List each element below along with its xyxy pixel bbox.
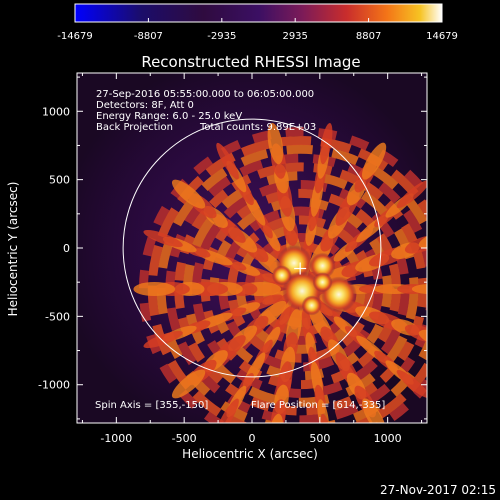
x-tick-label: 500 bbox=[309, 432, 330, 445]
x-tick-label: 0 bbox=[249, 432, 256, 445]
sidelobe-mark bbox=[396, 369, 427, 398]
sidelobe-mark bbox=[133, 282, 176, 297]
sidelobe-mark bbox=[267, 122, 284, 165]
detectors-label: Detectors: 8F, Att 0 bbox=[96, 100, 194, 111]
method-label: Back Projection bbox=[96, 122, 173, 133]
image-content bbox=[122, 118, 427, 423]
source-blob-7 bbox=[312, 272, 333, 293]
sidelobe-mark bbox=[171, 369, 206, 399]
energy-range-label: Energy Range: 6.0 - 25.0 keV bbox=[96, 111, 242, 122]
colorbar-labels: -14679 -8807 -2935 2935 8807 14679 bbox=[57, 31, 458, 42]
x-axis-label: Heliocentric X (arcsec) bbox=[182, 447, 318, 461]
total-counts-label: Total counts: 9.89E+03 bbox=[199, 122, 316, 133]
spin-axis-label: Spin Axis = [355,-150] bbox=[95, 400, 208, 411]
solar-disk-outline bbox=[122, 118, 382, 378]
sidelobe-mark bbox=[362, 142, 387, 180]
colorbar-tick-label: -2935 bbox=[207, 31, 236, 42]
sidelobe-mark bbox=[362, 398, 387, 423]
x-tick-label: -500 bbox=[172, 432, 197, 445]
y-tick-label: 500 bbox=[49, 174, 70, 187]
x-tick-label: 1000 bbox=[374, 432, 402, 445]
sidelobe-mark bbox=[143, 229, 183, 248]
sidelobe-mark bbox=[426, 287, 427, 291]
y-tick-label: -1000 bbox=[38, 379, 70, 392]
info-block: 27-Sep-2016 05:55:00.000 to 06:05:00.000… bbox=[96, 89, 316, 133]
sidelobe-mark bbox=[396, 180, 427, 209]
flare-position-label: Flare Position = [614,-335] bbox=[251, 400, 385, 411]
crosshair-icon bbox=[294, 262, 307, 275]
sidelobe-mark bbox=[171, 179, 206, 209]
sidelobe-mark bbox=[320, 122, 333, 165]
colorbar-group: -14679 -8807 -2935 2935 8807 14679 bbox=[57, 3, 458, 42]
y-tick-label: 0 bbox=[63, 242, 70, 255]
sidelobe-mark bbox=[216, 142, 239, 180]
y-tick-label: -500 bbox=[45, 310, 70, 323]
footer-timestamp: 27-Nov-2017 02:15 bbox=[380, 483, 496, 497]
ring-band bbox=[139, 127, 427, 423]
colorbar bbox=[74, 3, 443, 23]
colorbar-tick-label: 2935 bbox=[282, 31, 307, 42]
x-axis-tick-labels: -1000 -500 0 500 1000 bbox=[100, 432, 401, 445]
colorbar-tick-label: -14679 bbox=[57, 31, 92, 42]
colorbar-tick-label: 8807 bbox=[356, 31, 381, 42]
sidelobe-mark bbox=[216, 398, 239, 423]
source-blobs bbox=[271, 245, 357, 316]
source-blob-5 bbox=[301, 295, 322, 316]
source-blob-6 bbox=[271, 265, 292, 286]
sidelobe-mark bbox=[411, 284, 427, 294]
axis-ticks bbox=[77, 73, 427, 423]
y-tick-label: 1000 bbox=[42, 105, 70, 118]
x-tick-label: -1000 bbox=[100, 432, 132, 445]
source-blob-2 bbox=[309, 252, 336, 279]
sidelobe-mark bbox=[143, 330, 183, 349]
image-panel bbox=[76, 72, 428, 424]
y-axis-label: Heliocentric Y (arcsec) bbox=[6, 182, 20, 317]
y-axis-tick-labels: 1000 500 0 -500 -1000 bbox=[38, 105, 70, 391]
time-range-label: 27-Sep-2016 05:55:00.000 to 06:05:00.000 bbox=[96, 89, 314, 100]
colorbar-tick-label: -8807 bbox=[134, 31, 163, 42]
plot-title: Reconstructed RHESSI Image bbox=[141, 53, 360, 71]
colorbar-ticks bbox=[74, 18, 443, 22]
colorbar-tick-label: 14679 bbox=[426, 31, 458, 42]
